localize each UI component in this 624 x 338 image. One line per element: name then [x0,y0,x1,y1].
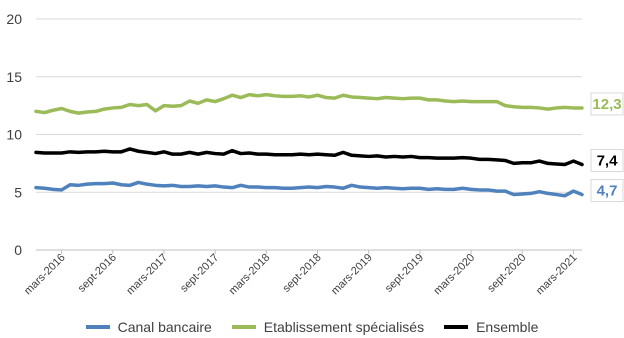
y-tick-label: 10 [6,127,22,143]
x-axis: mars-2016 sept-2016 mars-2017 sept-2017 mars… [22,250,580,297]
legend-item-ensemble: Ensemble [444,319,538,335]
legend-label-ensemble: Ensemble [476,319,539,335]
x-tick-label: mars-2018 [227,252,273,298]
series-line-2 [34,147,584,167]
legend-swatch-etablissement-specialises [231,325,256,329]
x-tick-label: mars-2020 [432,252,478,298]
end-label-1: 12,3 [592,96,621,113]
end-label-box-1 [590,92,624,116]
x-tick-label: sept-2020 [485,252,528,295]
legend-item-etablissement-specialises: Etablissement spécialisés [231,319,425,335]
legend: Canal bancaire Etablissement spécialisés… [0,318,624,336]
series-line-0 [34,180,584,198]
x-tick-label: mars-2019 [329,252,375,298]
y-tick-label: 0 [14,242,22,258]
x-tick-label: mars-2017 [124,252,170,298]
x-tick-label: sept-2018 [281,252,324,295]
x-tick-label: mars-2016 [22,252,68,298]
x-tick-label: sept-2019 [383,252,426,295]
x-tick-label: sept-2017 [178,252,221,295]
y-tick-label: 20 [6,11,22,27]
legend-item-canal-bancaire: Canal bancaire [85,319,212,335]
legend-swatch-ensemble [444,325,469,329]
legend-label-canal-bancaire: Canal bancaire [117,319,212,335]
end-label-box-0 [590,179,624,203]
y-tick-label: 5 [14,184,22,200]
y-axis: 0 5 10 15 20 [6,11,22,258]
x-tick-label: mars-2021 [534,252,580,298]
end-label-2: 7,4 [597,153,619,170]
series-line-1 [34,92,584,115]
end-label-0: 4,7 [597,183,618,200]
end-label-box-2 [590,149,624,173]
end-labels: 4,7 12,3 7,4 [590,92,624,203]
series-lines [34,92,584,198]
legend-swatch-canal-bancaire [85,325,110,329]
grid-lines [36,18,582,251]
y-tick-label: 15 [6,69,22,85]
legend-label-etablissement-specialises: Etablissement spécialisés [263,319,425,335]
x-tick-label: sept-2016 [76,252,119,295]
